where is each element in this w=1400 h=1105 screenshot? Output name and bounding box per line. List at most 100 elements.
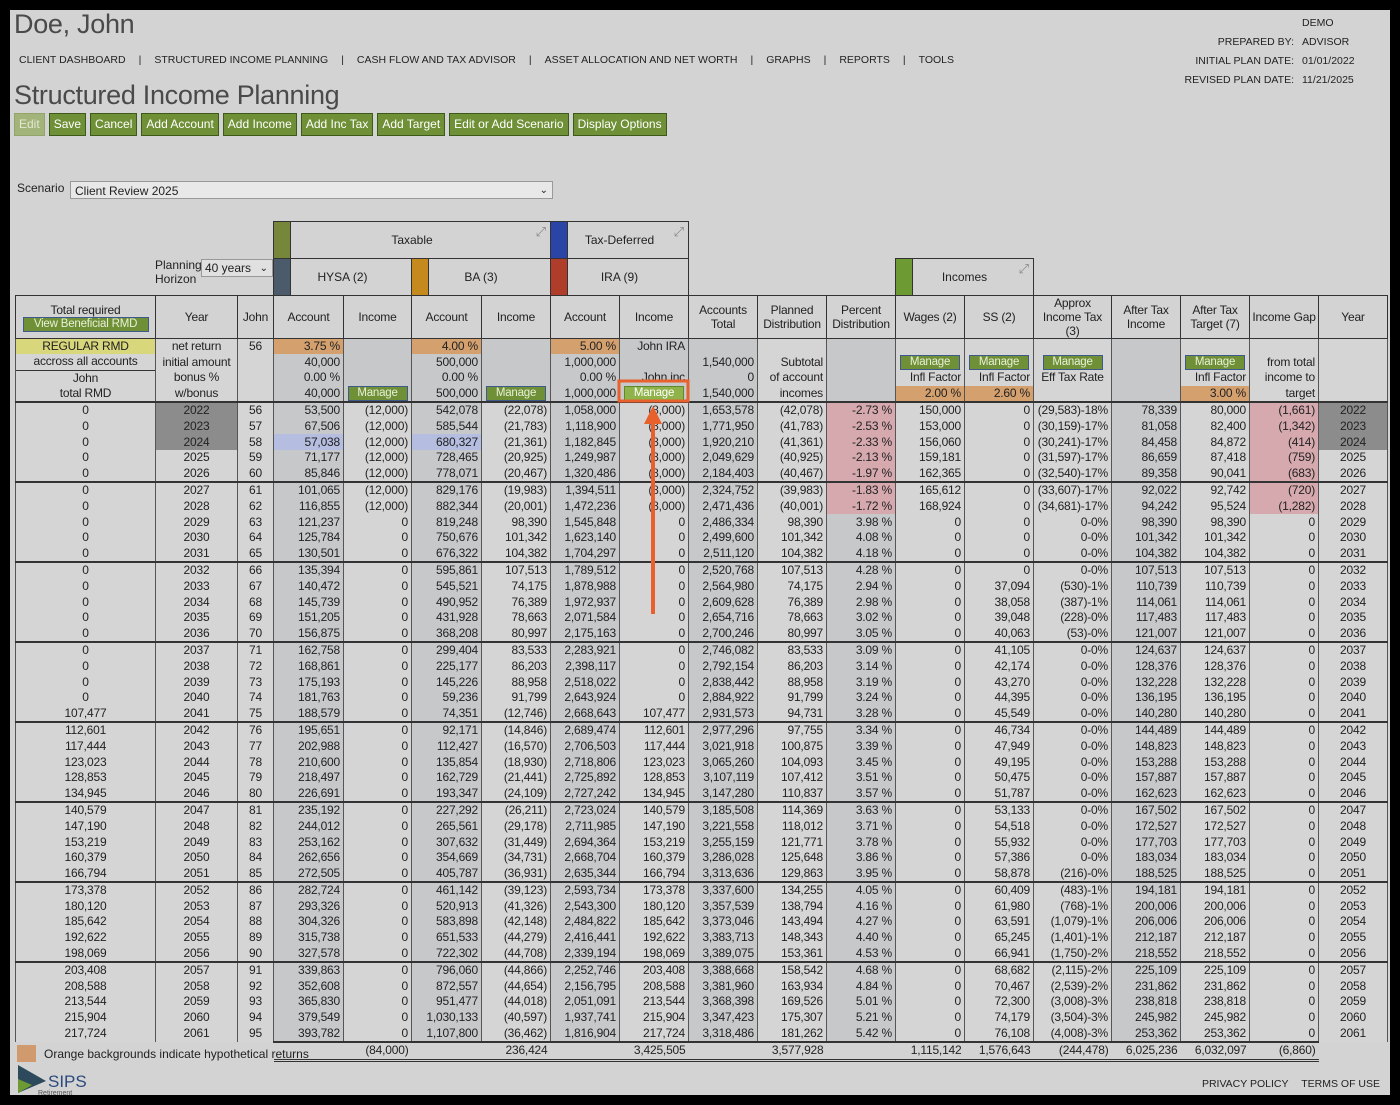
cell-john-age: 65 [237, 545, 274, 563]
cell-accounts-total: 2,324,752 [688, 481, 758, 499]
hysa-wbonus: 40,000 [273, 385, 344, 403]
cell-approx-tax: 0-0% [1033, 818, 1112, 835]
nav-asset-allocation[interactable]: ASSET ALLOCATION AND NET WORTH [544, 54, 738, 66]
cell-john-age: 64 [237, 529, 274, 546]
cell-year: 2059 [155, 994, 238, 1010]
target-manage-button[interactable]: Manage [1185, 354, 1245, 370]
cell-income-gap: 0 [1249, 674, 1319, 690]
empty-cell [1111, 385, 1181, 403]
add-account-button[interactable]: Add Account [141, 113, 219, 136]
cell-year: 2057 [155, 960, 238, 979]
ira-rate[interactable]: 5.00 % [550, 338, 620, 355]
ba-manage-button[interactable]: Manage [486, 386, 546, 402]
cell-year: 2051 [155, 865, 238, 882]
cell-john-age: 94 [237, 1009, 274, 1026]
display-options-button[interactable]: Display Options [572, 113, 667, 136]
collapse-icon[interactable]: ⤢ [1018, 261, 1029, 276]
collapse-icon[interactable]: ⤢ [673, 224, 684, 239]
cell-ba-account: 750,676 [411, 529, 482, 546]
cell-income-gap: 0 [1249, 994, 1319, 1010]
privacy-policy-link[interactable]: PRIVACY POLICY [1201, 1078, 1289, 1090]
cell-ira-account: 2,723,024 [550, 801, 620, 819]
ss-manage-button[interactable]: Manage [969, 354, 1029, 370]
cell-year: 2037 [155, 641, 238, 659]
cell-hysa-income: 0 [343, 609, 412, 626]
cell-after-tax-income: 245,982 [1111, 1009, 1181, 1026]
cell-rmd: 0 [15, 529, 156, 546]
cell-income-gap: 0 [1249, 545, 1319, 563]
cell-planned-distribution: 175,307 [757, 1009, 827, 1026]
nav-graphs[interactable]: GRAPHS [766, 54, 811, 66]
terms-of-use-link[interactable]: TERMS OF USE [1301, 1078, 1380, 1090]
cell-year: 2052 [155, 881, 238, 899]
ss-infl-factor[interactable]: 2.60 % [964, 385, 1034, 403]
cell-year-right: 2025 [1318, 449, 1388, 466]
cell-rmd: 213,544 [15, 994, 156, 1010]
hysa-bonus: 0.00 % [273, 370, 344, 386]
cell-ss: 65,245 [964, 929, 1034, 946]
cell-john-age: 57 [237, 418, 274, 435]
ba-rate[interactable]: 4.00 % [411, 338, 482, 355]
scenario-select[interactable]: Client Review 2025 ⌄ [70, 181, 553, 199]
empty-cell [1318, 338, 1388, 355]
main-nav: CLIENT DASHBOARD | STRUCTURED INCOME PLAN… [19, 54, 954, 66]
cell-after-tax-income: 89,358 [1111, 465, 1181, 483]
cell-ba-account: 651,533 [411, 929, 482, 946]
view-beneficial-rmd-button[interactable]: View Beneficial RMD [22, 316, 149, 332]
cell-wages: 0 [895, 914, 965, 930]
cell-hysa-income: 0 [343, 705, 412, 723]
nav-structured-income-planning[interactable]: STRUCTURED INCOME PLANNING [154, 54, 329, 66]
cell-john-age: 72 [237, 658, 274, 675]
cell-year: 2042 [155, 721, 238, 739]
cell-after-tax-income: 225,109 [1111, 960, 1181, 979]
target-infl-factor[interactable]: 3.00 % [1180, 385, 1250, 403]
cancel-button[interactable]: Cancel [90, 113, 138, 136]
cell-wages: 0 [895, 641, 965, 659]
cell-year: 2061 [155, 1025, 238, 1042]
empty-cell [826, 370, 896, 386]
cell-approx-tax: 0-0% [1033, 545, 1112, 563]
cell-year: 2031 [155, 545, 238, 563]
gap-note-3: target [1249, 385, 1319, 403]
cell-accounts-total: 3,185,508 [688, 801, 758, 819]
nav-tools[interactable]: TOOLS [918, 54, 955, 66]
planning-horizon-select[interactable]: 40 years ⌄ [201, 259, 273, 277]
cell-rmd: 0 [15, 481, 156, 499]
ira-manage-button[interactable]: Manage [624, 386, 684, 402]
tax-manage-button[interactable]: Manage [1042, 354, 1103, 370]
hysa-rate[interactable]: 3.75 % [273, 338, 344, 355]
cell-ss: 41,105 [964, 641, 1034, 659]
cell-ss: 0 [964, 449, 1034, 466]
add-inc-tax-button[interactable]: Add Inc Tax [300, 113, 374, 136]
cell-wages: 0 [895, 929, 965, 946]
cell-hysa-account: 244,012 [273, 818, 344, 835]
nav-reports[interactable]: REPORTS [839, 54, 890, 66]
collapse-icon[interactable]: ⤢ [535, 224, 546, 239]
cell-planned-distribution: (41,783) [757, 418, 827, 435]
wages-manage-button[interactable]: Manage [900, 354, 960, 370]
nav-cash-flow-tax[interactable]: CASH FLOW AND TAX ADVISOR [356, 54, 516, 66]
cell-accounts-total: 2,486,334 [688, 514, 758, 530]
add-target-button[interactable]: Add Target [377, 113, 446, 136]
table-row: 0 2040 74 181,763 0 59,236 91,799 2,643,924 0 2,8… [15, 689, 1388, 706]
cell-accounts-total: 2,564,980 [688, 578, 758, 595]
add-income-button[interactable]: Add Income [222, 113, 297, 136]
regular-rmd-label: REGULAR RMD [15, 338, 156, 355]
cell-wages: 0 [895, 978, 965, 995]
nav-client-dashboard[interactable]: CLIENT DASHBOARD [19, 54, 126, 66]
edit-button[interactable]: Edit [14, 113, 45, 136]
cell-ira-account: 1,320,486 [550, 465, 620, 483]
assumptions-rows: REGULAR RMD net return 56 3.75 % 4.00 % … [15, 338, 1388, 403]
hysa-manage-button[interactable]: Manage [347, 386, 408, 402]
cell-ba-account: 882,344 [411, 498, 482, 515]
cell-john-age: 56 [237, 401, 274, 419]
cell-year-right: 2055 [1318, 929, 1388, 946]
cell-approx-tax: (30,241)-17% [1033, 434, 1112, 450]
cell-ba-account: 227,292 [411, 801, 482, 819]
edit-scenario-button[interactable]: Edit or Add Scenario [449, 113, 569, 136]
cell-rmd: 217,724 [15, 1025, 156, 1042]
wages-infl-factor[interactable]: 2.00 % [895, 385, 965, 403]
cell-accounts-total: 3,286,028 [688, 849, 758, 866]
cell-rmd: 117,444 [15, 738, 156, 755]
save-button[interactable]: Save [48, 113, 87, 136]
